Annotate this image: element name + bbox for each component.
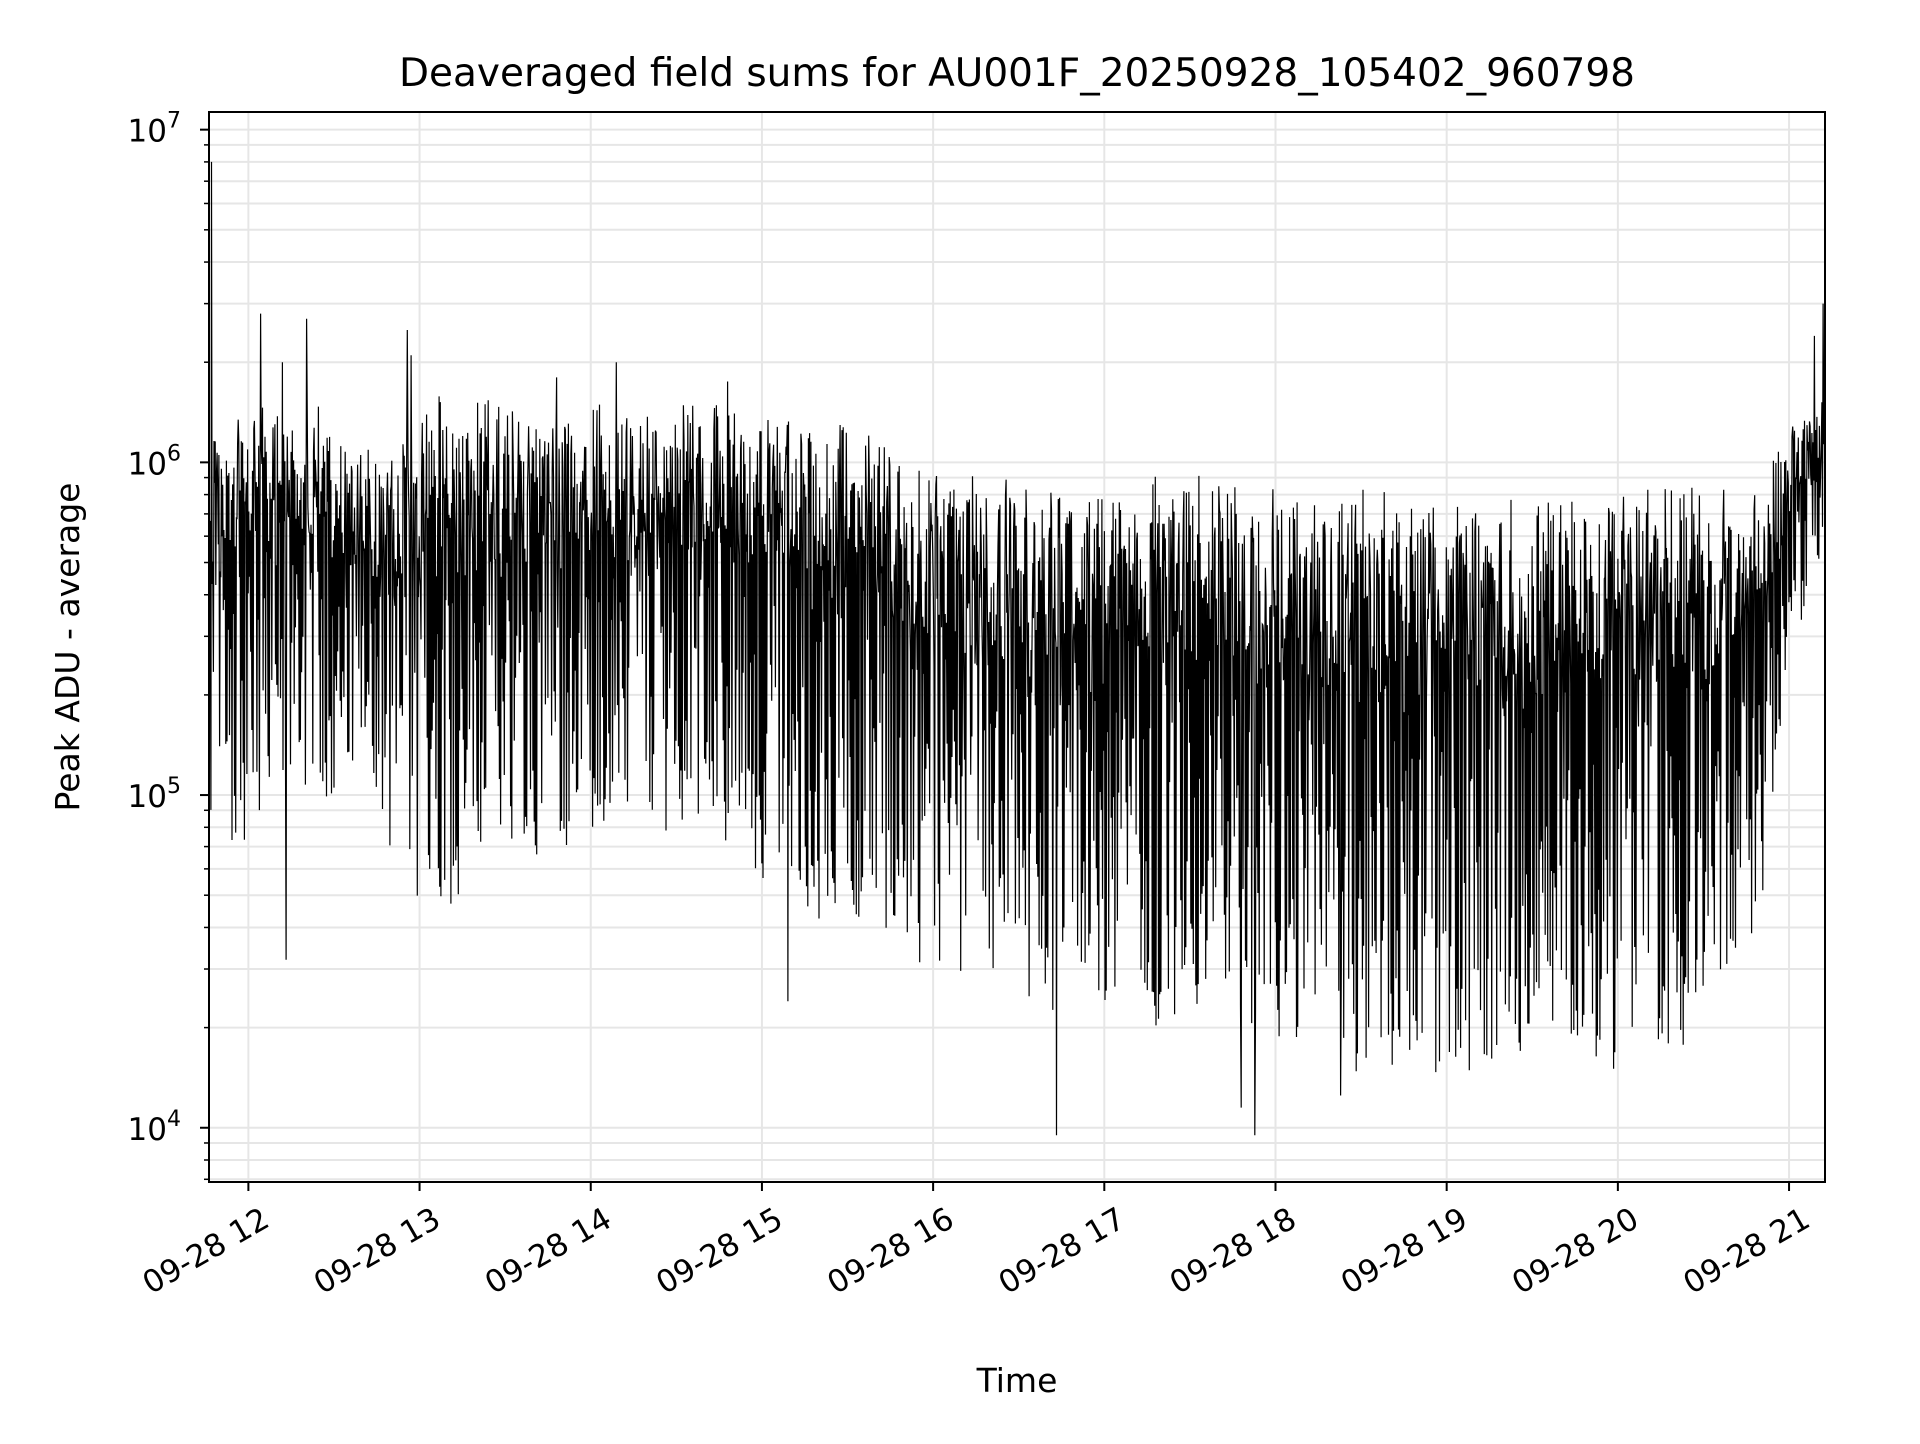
y-tick-exponent: 6 bbox=[167, 441, 181, 466]
y-tick-base: 10 bbox=[128, 1112, 167, 1148]
x-tick-label: 09-28 17 bbox=[993, 1201, 1132, 1302]
x-tick-label: 09-28 21 bbox=[1677, 1201, 1816, 1302]
y-tick-label: 106 bbox=[128, 441, 181, 482]
x-tick-label: 09-28 14 bbox=[479, 1201, 618, 1302]
x-tick-label: 09-28 20 bbox=[1506, 1201, 1645, 1302]
y-tick-exponent: 4 bbox=[167, 1107, 181, 1132]
y-axis-label: Peak ADU - average bbox=[48, 483, 87, 812]
y-tick-base: 10 bbox=[128, 114, 167, 150]
x-tick-label: 09-28 18 bbox=[1164, 1201, 1303, 1302]
x-tick-label: 09-28 13 bbox=[308, 1201, 447, 1302]
x-axis: 09-28 12 09-28 13 09-28 14 09-28 15 09-28 16… bbox=[137, 1182, 1816, 1302]
y-tick-exponent: 5 bbox=[167, 774, 181, 799]
x-tick-label: 09-28 15 bbox=[650, 1201, 789, 1302]
x-tick-label: 09-28 16 bbox=[821, 1201, 960, 1302]
plot-area bbox=[208, 161, 1826, 1136]
y-tick-label: 105 bbox=[128, 774, 181, 815]
series-line bbox=[208, 161, 1826, 1136]
y-tick-base: 10 bbox=[128, 446, 167, 482]
axes-frame bbox=[208, 111, 1826, 1183]
chart-title: Deaveraged field sums for AU001F_2025092… bbox=[399, 51, 1635, 96]
y-tick-exponent: 7 bbox=[167, 109, 181, 134]
y-tick-base: 10 bbox=[128, 779, 167, 815]
x-tick-label: 09-28 12 bbox=[137, 1201, 276, 1302]
y-tick-label: 107 bbox=[128, 109, 181, 150]
y-tick-label: 104 bbox=[128, 1107, 181, 1148]
x-tick-label: 09-28 19 bbox=[1335, 1201, 1474, 1302]
x-axis-label: Time bbox=[976, 1361, 1058, 1400]
